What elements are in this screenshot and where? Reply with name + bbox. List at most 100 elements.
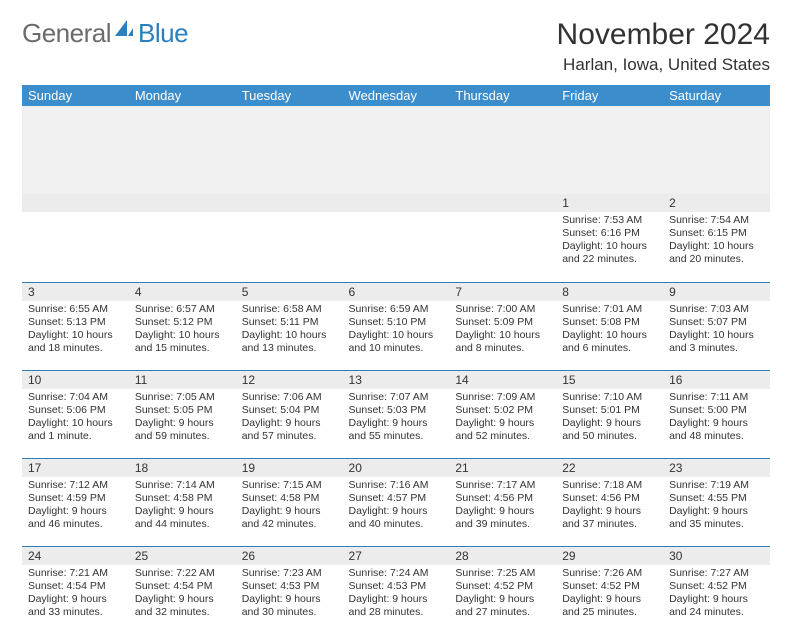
sunset-text: Sunset: 4:52 PM [562, 580, 657, 593]
daylight-text: Daylight: 10 hours and 1 minute. [28, 417, 123, 443]
day-details: Sunrise: 7:06 AMSunset: 5:04 PMDaylight:… [236, 389, 343, 448]
day-details: Sunrise: 6:59 AMSunset: 5:10 PMDaylight:… [343, 301, 450, 360]
day-number: 21 [449, 459, 556, 477]
day-number: 15 [556, 371, 663, 389]
day-details: Sunrise: 7:03 AMSunset: 5:07 PMDaylight:… [663, 301, 770, 360]
calendar-cell: 13Sunrise: 7:07 AMSunset: 5:03 PMDayligh… [343, 370, 450, 458]
day-details: Sunrise: 6:57 AMSunset: 5:12 PMDaylight:… [129, 301, 236, 360]
sunrise-text: Sunrise: 7:11 AM [669, 391, 764, 404]
day-number: 4 [129, 283, 236, 301]
sunrise-text: Sunrise: 7:00 AM [455, 303, 550, 316]
calendar-cell: 9Sunrise: 7:03 AMSunset: 5:07 PMDaylight… [663, 282, 770, 370]
day-details: Sunrise: 7:12 AMSunset: 4:59 PMDaylight:… [22, 477, 129, 536]
daylight-text: Daylight: 9 hours and 46 minutes. [28, 505, 123, 531]
day-details: Sunrise: 7:01 AMSunset: 5:08 PMDaylight:… [556, 301, 663, 360]
sunrise-text: Sunrise: 7:07 AM [349, 391, 444, 404]
sunrise-text: Sunrise: 7:04 AM [28, 391, 123, 404]
calendar-cell: 18Sunrise: 7:14 AMSunset: 4:58 PMDayligh… [129, 458, 236, 546]
day-details: Sunrise: 7:05 AMSunset: 5:05 PMDaylight:… [129, 389, 236, 448]
sunset-text: Sunset: 4:55 PM [669, 492, 764, 505]
day-number: 2 [663, 194, 770, 212]
sunset-text: Sunset: 5:11 PM [242, 316, 337, 329]
calendar-cell: 10Sunrise: 7:04 AMSunset: 5:06 PMDayligh… [22, 370, 129, 458]
logo-text-blue: Blue [113, 18, 188, 49]
day-details: Sunrise: 6:58 AMSunset: 5:11 PMDaylight:… [236, 301, 343, 360]
day-number: 22 [556, 459, 663, 477]
empty-day [22, 194, 129, 212]
sunset-text: Sunset: 4:58 PM [135, 492, 230, 505]
sunrise-text: Sunrise: 6:57 AM [135, 303, 230, 316]
daylight-text: Daylight: 9 hours and 30 minutes. [242, 593, 337, 619]
sunrise-text: Sunrise: 7:53 AM [562, 214, 657, 227]
sunset-text: Sunset: 6:16 PM [562, 227, 657, 240]
day-details: Sunrise: 7:54 AMSunset: 6:15 PMDaylight:… [663, 212, 770, 271]
day-header: Friday [556, 85, 663, 106]
sunset-text: Sunset: 6:15 PM [669, 227, 764, 240]
sunrise-text: Sunrise: 7:15 AM [242, 479, 337, 492]
sunrise-text: Sunrise: 7:25 AM [455, 567, 550, 580]
daylight-text: Daylight: 9 hours and 44 minutes. [135, 505, 230, 531]
day-details: Sunrise: 7:25 AMSunset: 4:52 PMDaylight:… [449, 565, 556, 624]
sunset-text: Sunset: 5:08 PM [562, 316, 657, 329]
day-number: 10 [22, 371, 129, 389]
day-details: Sunrise: 7:27 AMSunset: 4:52 PMDaylight:… [663, 565, 770, 624]
calendar-cell [236, 194, 343, 282]
daylight-text: Daylight: 9 hours and 57 minutes. [242, 417, 337, 443]
calendar-cell: 15Sunrise: 7:10 AMSunset: 5:01 PMDayligh… [556, 370, 663, 458]
sunrise-text: Sunrise: 7:10 AM [562, 391, 657, 404]
sunrise-text: Sunrise: 6:55 AM [28, 303, 123, 316]
sunrise-text: Sunrise: 7:27 AM [669, 567, 764, 580]
sunrise-text: Sunrise: 7:26 AM [562, 567, 657, 580]
daylight-text: Daylight: 9 hours and 39 minutes. [455, 505, 550, 531]
day-details: Sunrise: 7:00 AMSunset: 5:09 PMDaylight:… [449, 301, 556, 360]
day-header: Monday [129, 85, 236, 106]
day-details: Sunrise: 7:14 AMSunset: 4:58 PMDaylight:… [129, 477, 236, 536]
sunrise-text: Sunrise: 7:09 AM [455, 391, 550, 404]
calendar-cell [343, 194, 450, 282]
daylight-text: Daylight: 10 hours and 13 minutes. [242, 329, 337, 355]
day-number: 13 [343, 371, 450, 389]
calendar-cell: 27Sunrise: 7:24 AMSunset: 4:53 PMDayligh… [343, 546, 450, 634]
sunset-text: Sunset: 5:04 PM [242, 404, 337, 417]
calendar-cell: 17Sunrise: 7:12 AMSunset: 4:59 PMDayligh… [22, 458, 129, 546]
calendar-cell: 16Sunrise: 7:11 AMSunset: 5:00 PMDayligh… [663, 370, 770, 458]
sunset-text: Sunset: 5:03 PM [349, 404, 444, 417]
day-details: Sunrise: 7:18 AMSunset: 4:56 PMDaylight:… [556, 477, 663, 536]
day-number: 17 [22, 459, 129, 477]
daylight-text: Daylight: 9 hours and 42 minutes. [242, 505, 337, 531]
day-details: Sunrise: 7:26 AMSunset: 4:52 PMDaylight:… [556, 565, 663, 624]
month-title: November 2024 [557, 18, 770, 52]
day-details: Sunrise: 7:07 AMSunset: 5:03 PMDaylight:… [343, 389, 450, 448]
day-number: 6 [343, 283, 450, 301]
sunset-text: Sunset: 5:09 PM [455, 316, 550, 329]
calendar-cell: 2Sunrise: 7:54 AMSunset: 6:15 PMDaylight… [663, 194, 770, 282]
day-details: Sunrise: 7:21 AMSunset: 4:54 PMDaylight:… [22, 565, 129, 624]
calendar-cell: 24Sunrise: 7:21 AMSunset: 4:54 PMDayligh… [22, 546, 129, 634]
calendar-cell: 7Sunrise: 7:00 AMSunset: 5:09 PMDaylight… [449, 282, 556, 370]
header-row: General Blue November 2024 Harlan, Iowa,… [22, 18, 770, 75]
daylight-text: Daylight: 9 hours and 48 minutes. [669, 417, 764, 443]
sunrise-text: Sunrise: 7:24 AM [349, 567, 444, 580]
day-header: Sunday [22, 85, 129, 106]
sunset-text: Sunset: 4:53 PM [349, 580, 444, 593]
day-number: 8 [556, 283, 663, 301]
sunset-text: Sunset: 4:54 PM [135, 580, 230, 593]
sunrise-text: Sunrise: 7:54 AM [669, 214, 764, 227]
sunrise-text: Sunrise: 7:21 AM [28, 567, 123, 580]
sunrise-text: Sunrise: 7:18 AM [562, 479, 657, 492]
sunrise-text: Sunrise: 7:19 AM [669, 479, 764, 492]
calendar-table: SundayMondayTuesdayWednesdayThursdayFrid… [22, 85, 770, 634]
calendar-cell: 14Sunrise: 7:09 AMSunset: 5:02 PMDayligh… [449, 370, 556, 458]
sunset-text: Sunset: 4:54 PM [28, 580, 123, 593]
sunset-text: Sunset: 5:12 PM [135, 316, 230, 329]
sunset-text: Sunset: 4:57 PM [349, 492, 444, 505]
calendar-cell: 1Sunrise: 7:53 AMSunset: 6:16 PMDaylight… [556, 194, 663, 282]
calendar-cell: 28Sunrise: 7:25 AMSunset: 4:52 PMDayligh… [449, 546, 556, 634]
day-number: 1 [556, 194, 663, 212]
daylight-text: Daylight: 10 hours and 20 minutes. [669, 240, 764, 266]
day-details: Sunrise: 7:11 AMSunset: 5:00 PMDaylight:… [663, 389, 770, 448]
daylight-text: Daylight: 9 hours and 27 minutes. [455, 593, 550, 619]
calendar-cell: 12Sunrise: 7:06 AMSunset: 5:04 PMDayligh… [236, 370, 343, 458]
title-block: November 2024 Harlan, Iowa, United State… [557, 18, 770, 75]
day-number: 18 [129, 459, 236, 477]
